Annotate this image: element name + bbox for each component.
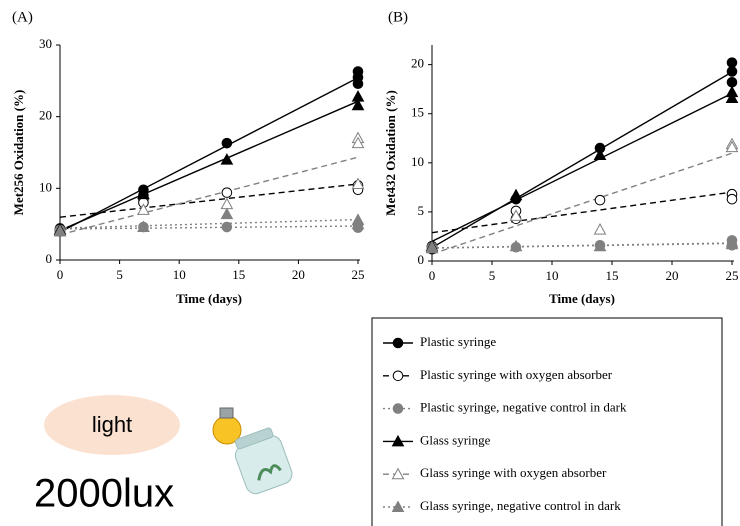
y-axis-label: Met256 Oxidation (%) [11, 90, 26, 216]
y-tick-label: 5 [418, 203, 425, 218]
x-tick-label: 0 [57, 267, 64, 282]
y-tick-label: 0 [46, 251, 53, 266]
y-tick-label: 10 [411, 154, 424, 169]
legend-label: Plastic syringe [420, 334, 496, 349]
y-tick-label: 30 [39, 36, 52, 51]
trend-line [432, 93, 732, 241]
x-tick-label: 10 [546, 268, 559, 283]
x-axis-label: Time (days) [176, 291, 242, 306]
legend-label: Glass syringe, negative control in dark [420, 498, 621, 513]
legend-marker [393, 371, 403, 381]
panel-title: (B) [388, 9, 408, 25]
legend-label: Plastic syringe with oxygen absorber [420, 367, 613, 382]
legend-marker [393, 338, 403, 348]
trend-line [432, 243, 732, 248]
x-tick-label: 5 [116, 267, 123, 282]
legend-label: Glass syringe [420, 432, 491, 447]
x-tick-label: 5 [489, 268, 496, 283]
point [222, 188, 232, 198]
point [222, 138, 232, 148]
trend-line [60, 226, 358, 229]
point [727, 58, 737, 68]
x-tick-label: 25 [726, 268, 739, 283]
x-tick-label: 25 [352, 267, 365, 282]
y-tick-label: 0 [418, 252, 425, 267]
light-label: light [92, 412, 132, 437]
trend-line [60, 101, 358, 230]
trend-line [60, 157, 358, 234]
y-tick-label: 20 [411, 56, 424, 71]
point [595, 224, 606, 234]
trend-line [60, 184, 358, 217]
y-tick-label: 20 [39, 108, 52, 123]
x-tick-label: 20 [666, 268, 679, 283]
legend-marker [393, 404, 403, 414]
legend-label: Plastic syringe, negative control in dar… [420, 400, 627, 415]
point [353, 79, 363, 89]
trend-line [60, 78, 358, 232]
bulb-icon [213, 408, 241, 444]
panel-title: (A) [12, 9, 33, 25]
trend-line [432, 72, 732, 248]
y-tick-label: 10 [39, 179, 52, 194]
trend-line [432, 153, 732, 254]
y-axis-label: Met432 Oxidation (%) [383, 90, 398, 216]
point [221, 199, 232, 209]
point [221, 209, 232, 219]
point [595, 195, 605, 205]
trend-line [60, 220, 358, 229]
x-axis-label: Time (days) [549, 291, 615, 306]
lux-label: 2000lux [34, 472, 174, 516]
legend-label: Glass syringe with oxygen absorber [420, 465, 607, 480]
x-tick-label: 15 [606, 268, 619, 283]
point [727, 67, 737, 77]
x-tick-label: 10 [173, 267, 186, 282]
point [511, 190, 522, 200]
figure: light 2000lux (A) Time (days) Met256 Oxida… [0, 0, 740, 526]
x-tick-label: 20 [292, 267, 305, 282]
y-tick-label: 15 [411, 105, 424, 120]
point [727, 194, 737, 204]
legend-box [372, 318, 722, 526]
point [222, 222, 232, 232]
x-tick-label: 0 [429, 268, 436, 283]
trend-line [432, 192, 732, 233]
x-tick-label: 15 [232, 267, 245, 282]
